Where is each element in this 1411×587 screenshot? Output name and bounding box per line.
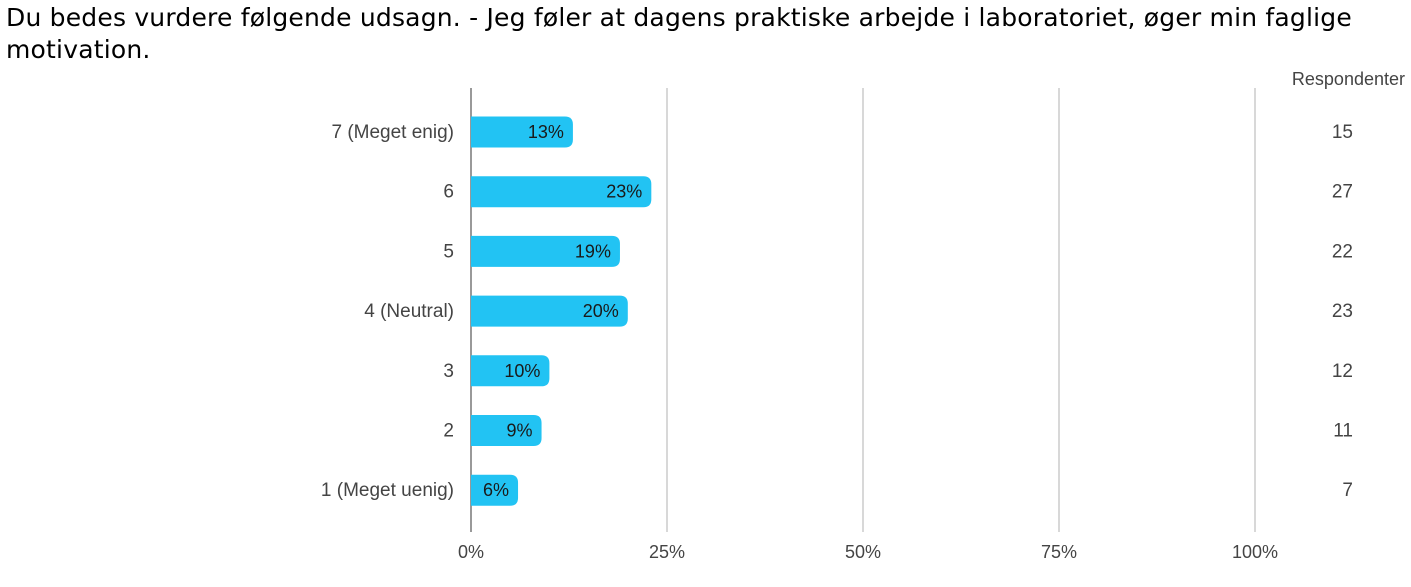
- chart-title: Du bedes vurdere følgende udsagn. - Jeg …: [6, 3, 1352, 64]
- bars: [471, 116, 652, 506]
- respondent-count: 23: [1332, 301, 1353, 322]
- category-label: 4 (Neutral): [364, 301, 454, 322]
- category-label: 1 (Meget uenig): [321, 480, 454, 501]
- category-label: 6: [443, 182, 454, 203]
- bar: [471, 176, 652, 208]
- category-label: 5: [443, 241, 454, 262]
- category-label: 2: [443, 421, 454, 442]
- value-label: 19%: [575, 241, 611, 261]
- labels: 0% 25% 50% 75% 100%7 (Meget enig) 13% 156 23% 27…: [321, 122, 1353, 562]
- value-label: 20%: [583, 301, 619, 321]
- x-tick-label: 25%: [649, 542, 685, 562]
- value-label: 9%: [507, 421, 533, 441]
- value-label: 23%: [606, 182, 642, 202]
- respondent-count: 12: [1332, 361, 1353, 382]
- respondent-count: 22: [1332, 241, 1353, 262]
- value-label: 13%: [528, 122, 564, 142]
- bar: [471, 355, 550, 387]
- value-label: 10%: [504, 361, 540, 381]
- x-tick-label: 0%: [458, 542, 484, 562]
- category-label: 7 (Meget enig): [331, 122, 454, 143]
- x-tick-label: 75%: [1041, 542, 1077, 562]
- respondent-count: 15: [1332, 122, 1353, 143]
- x-tick-label: 100%: [1232, 542, 1278, 562]
- bar: [471, 295, 628, 327]
- value-label: 6%: [483, 480, 509, 500]
- x-tick-label: 50%: [845, 542, 881, 562]
- bar: [471, 235, 620, 267]
- respondent-count: 27: [1332, 182, 1353, 203]
- bar: [471, 415, 542, 446]
- category-label: 3: [443, 361, 454, 382]
- respondent-count: 11: [1333, 421, 1353, 442]
- bar: [471, 116, 573, 148]
- respondents-header: Respondenter: [1292, 69, 1405, 89]
- respondent-count: 7: [1342, 480, 1353, 501]
- bar: [471, 474, 519, 506]
